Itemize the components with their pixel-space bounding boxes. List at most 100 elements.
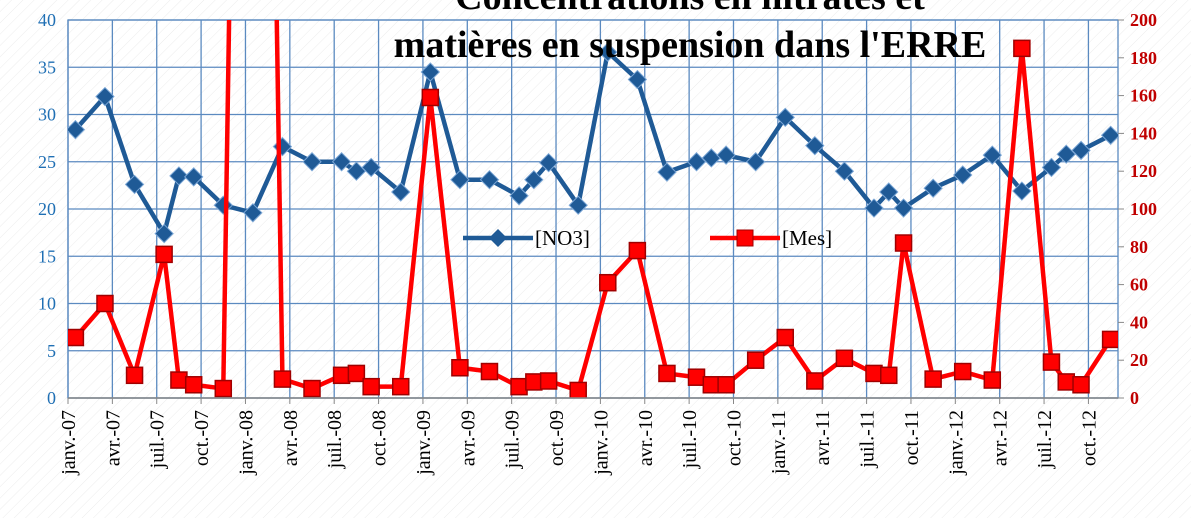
marker bbox=[628, 241, 647, 260]
legend-label: [Mes] bbox=[782, 226, 832, 250]
chart-title: Concentrations en nitrates et matières e… bbox=[393, 0, 987, 66]
marker bbox=[96, 294, 114, 313]
marker bbox=[538, 152, 559, 173]
y-tick-label: 35 bbox=[38, 57, 56, 77]
marker bbox=[68, 328, 85, 347]
marker bbox=[479, 169, 500, 190]
marker bbox=[1013, 39, 1031, 58]
legend-marker bbox=[736, 229, 754, 247]
x-tick-label: janv.-09 bbox=[413, 410, 435, 476]
marker bbox=[627, 69, 648, 90]
marker bbox=[332, 366, 351, 385]
x-tick-label: oct.-10 bbox=[723, 410, 745, 466]
marker bbox=[924, 370, 942, 388]
y2-tick-label: 180 bbox=[1130, 48, 1157, 68]
x-tick-label: avr.-12 bbox=[990, 410, 1012, 466]
x-tick-label: janv.-07 bbox=[58, 410, 80, 476]
marker bbox=[776, 328, 795, 347]
marker bbox=[598, 42, 618, 62]
marker bbox=[1042, 353, 1061, 371]
marker bbox=[214, 379, 233, 398]
y-tick-label: 30 bbox=[38, 105, 56, 125]
marker bbox=[391, 377, 410, 396]
y2-tick-label: 80 bbox=[1130, 237, 1148, 257]
y2-tick-label: 160 bbox=[1130, 86, 1157, 106]
marker bbox=[155, 245, 173, 264]
marker bbox=[510, 377, 528, 396]
marker bbox=[599, 273, 617, 292]
marker bbox=[1012, 181, 1032, 201]
y2-tick-label: 120 bbox=[1130, 161, 1157, 181]
x-tick-label: juil.-12 bbox=[1034, 410, 1056, 469]
marker bbox=[243, 203, 263, 223]
marker bbox=[893, 198, 914, 218]
marker bbox=[864, 198, 884, 218]
marker bbox=[716, 145, 736, 165]
x-tick-label: avr.-07 bbox=[102, 410, 124, 466]
y2-tick-label: 200 bbox=[1130, 10, 1157, 30]
marker bbox=[702, 376, 721, 394]
marker bbox=[184, 376, 203, 394]
marker bbox=[983, 371, 1002, 389]
x-tick-label: janv.-10 bbox=[590, 410, 612, 476]
marker bbox=[68, 119, 86, 140]
y2-tick-label: 100 bbox=[1130, 199, 1157, 219]
y-tick-label: 15 bbox=[38, 246, 56, 266]
x-tick-label: avr.-11 bbox=[812, 410, 834, 465]
marker bbox=[865, 364, 883, 383]
marker bbox=[362, 377, 380, 396]
x-tick-label: avr.-08 bbox=[280, 410, 302, 466]
marker bbox=[124, 174, 145, 195]
marker bbox=[303, 379, 321, 398]
x-tick-label: oct.-07 bbox=[191, 410, 213, 466]
x-tick-label: janv.-11 bbox=[768, 410, 790, 475]
marker bbox=[391, 182, 411, 202]
y2-tick-label: 20 bbox=[1130, 350, 1148, 370]
marker bbox=[1101, 330, 1118, 349]
x-tick-label: oct.-11 bbox=[901, 410, 923, 465]
marker bbox=[1057, 373, 1075, 391]
marker bbox=[450, 169, 470, 190]
y2-tick-label: 0 bbox=[1130, 388, 1139, 408]
marker bbox=[657, 162, 677, 182]
marker bbox=[525, 373, 543, 391]
marker bbox=[569, 381, 587, 398]
marker bbox=[805, 135, 825, 156]
marker bbox=[361, 157, 381, 178]
marker bbox=[1041, 157, 1062, 178]
marker bbox=[480, 362, 499, 381]
x-tick-label: oct.-08 bbox=[369, 410, 391, 466]
marker bbox=[982, 145, 1003, 165]
marker bbox=[953, 165, 973, 185]
y-tick-label: 5 bbox=[47, 341, 56, 361]
marker bbox=[273, 370, 292, 388]
x-tick-label: oct.-12 bbox=[1078, 410, 1100, 466]
marker bbox=[331, 152, 352, 172]
marker bbox=[451, 359, 469, 377]
marker bbox=[879, 182, 899, 202]
y2-tick-label: 40 bbox=[1130, 312, 1148, 332]
y-tick-label: 20 bbox=[38, 199, 56, 219]
marker bbox=[880, 366, 898, 385]
marker bbox=[509, 186, 529, 206]
x-tick-label: juil.-11 bbox=[857, 410, 879, 469]
marker bbox=[834, 161, 855, 181]
marker bbox=[420, 62, 441, 82]
y-tick-label: 10 bbox=[38, 294, 56, 314]
marker bbox=[169, 166, 189, 186]
marker bbox=[1100, 125, 1118, 145]
marker bbox=[95, 86, 115, 107]
marker bbox=[347, 364, 366, 383]
y-tick-label: 0 bbox=[47, 388, 56, 408]
x-tick-label: juil.-07 bbox=[147, 410, 169, 469]
x-tick-label: juil.-09 bbox=[502, 410, 524, 469]
x-tick-label: janv.-12 bbox=[945, 410, 967, 476]
x-tick-label: juil.-10 bbox=[679, 410, 701, 469]
marker bbox=[568, 195, 588, 215]
marker bbox=[806, 372, 824, 390]
y2-tick-label: 60 bbox=[1130, 275, 1148, 295]
marker bbox=[746, 351, 765, 369]
marker bbox=[183, 167, 204, 187]
marker bbox=[923, 178, 943, 198]
